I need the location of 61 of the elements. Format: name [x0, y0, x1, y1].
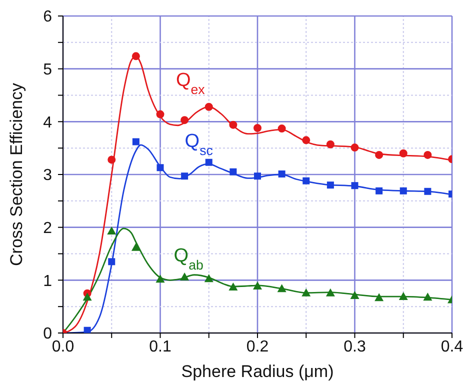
x-axis-title: Sphere Radius (μm) [181, 362, 334, 381]
point [424, 188, 432, 195]
point [204, 102, 213, 111]
y-tick-label: 4 [43, 114, 52, 132]
x-tick-label: 0.4 [440, 338, 464, 356]
point [181, 172, 188, 180]
point [156, 164, 164, 172]
point [302, 288, 311, 296]
point [326, 140, 334, 148]
point [132, 52, 140, 60]
point [424, 150, 432, 159]
point [180, 272, 190, 280]
point [374, 293, 384, 302]
series-label: Q$_{ab}$ [174, 245, 204, 272]
point [108, 156, 116, 164]
point [228, 282, 238, 291]
point [278, 170, 286, 178]
x-tick-label: 0.0 [52, 338, 74, 356]
point [350, 144, 359, 152]
series-label: Q$_{ex}$ [176, 70, 206, 97]
point [131, 242, 140, 251]
point [277, 284, 286, 292]
point [84, 326, 91, 333]
point [423, 292, 432, 301]
y-axis-title: Cross Section Efficiency [7, 82, 26, 266]
y-tick-label: 3 [43, 167, 52, 184]
point [400, 187, 407, 194]
point [180, 116, 189, 124]
series-label: Q$_{sc}$ [184, 130, 214, 158]
point [326, 288, 335, 296]
x-tick-label: 0.3 [344, 338, 366, 356]
y-tick-label: 0 [43, 326, 52, 343]
point [399, 149, 408, 158]
y-tick-label: 5 [43, 61, 52, 78]
point [375, 150, 384, 159]
point [205, 158, 212, 166]
point [351, 182, 358, 190]
point [253, 281, 262, 290]
point [82, 292, 92, 301]
point [278, 124, 286, 133]
point [254, 172, 261, 180]
point [132, 138, 140, 146]
x-tick-label: 0.1 [149, 338, 172, 356]
point [230, 168, 237, 176]
point [254, 124, 262, 132]
point [302, 177, 310, 184]
y-tick-label: 6 [43, 8, 52, 26]
point [108, 258, 116, 266]
point [156, 274, 165, 283]
point [398, 292, 408, 300]
point [229, 120, 238, 129]
point [156, 110, 164, 118]
y-tick-label: 2 [43, 220, 52, 237]
point [302, 136, 310, 144]
point [107, 226, 116, 235]
x-tick-label: 0.2 [246, 338, 269, 356]
point [350, 290, 360, 299]
point [376, 187, 383, 194]
y-tick-label: 1 [43, 272, 52, 290]
point [326, 182, 334, 189]
point [204, 274, 214, 282]
